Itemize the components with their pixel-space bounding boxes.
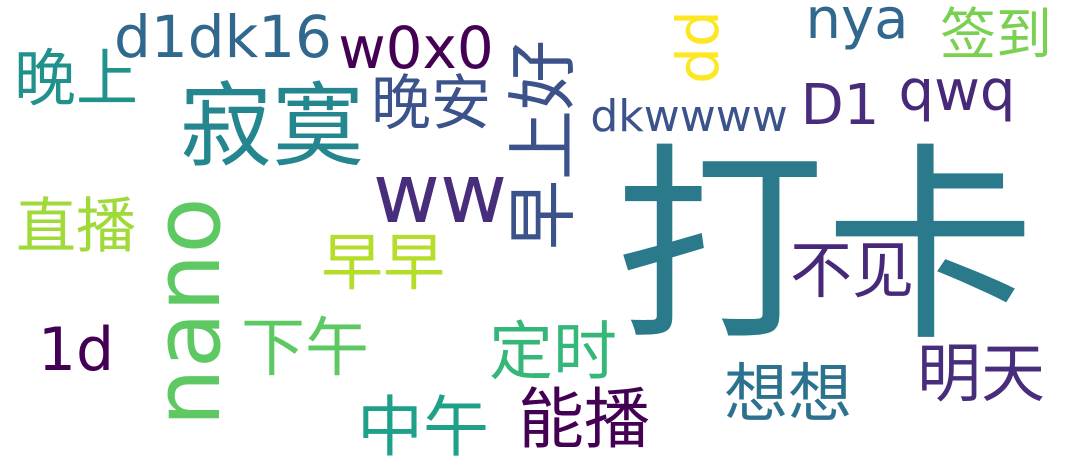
word-mingtian: 明天 xyxy=(917,338,1045,412)
word-dkwwww: dkwwww xyxy=(590,91,788,142)
word-wanan: 晚安 xyxy=(371,69,491,139)
word-daka: 打卡 xyxy=(614,125,1036,370)
word-d1dk16: d1dk16 xyxy=(114,3,332,71)
word-dingshi: 定时 xyxy=(489,316,617,390)
word-qiandao: 签到 xyxy=(940,3,1052,68)
word-bujian: 不见 xyxy=(789,234,915,307)
word-qwq: qwq xyxy=(898,59,1016,124)
word-ww: ww xyxy=(372,147,508,242)
word-wanshang: 晚上 xyxy=(13,42,139,115)
word-nengbo: 能播 xyxy=(518,381,650,458)
word-zaozao: 早早 xyxy=(320,226,446,299)
word-jimo: 寂寞 xyxy=(179,73,365,180)
word-D1: D1 xyxy=(800,73,880,138)
word-nano: nano xyxy=(134,197,241,427)
word-zhibo: 直播 xyxy=(16,192,136,262)
word-xiangxiang: 想想 xyxy=(724,358,852,432)
word-zaoshanghao: 早上好 xyxy=(502,40,584,250)
word-xiawu: 下午 xyxy=(241,312,369,386)
word-zhongwu: 中午 xyxy=(357,389,489,466)
word-nya: nya xyxy=(805,0,909,52)
word-1d: 1d xyxy=(37,315,115,385)
word-w0x0: w0x0 xyxy=(338,14,494,82)
word-dd: dd xyxy=(664,10,732,84)
